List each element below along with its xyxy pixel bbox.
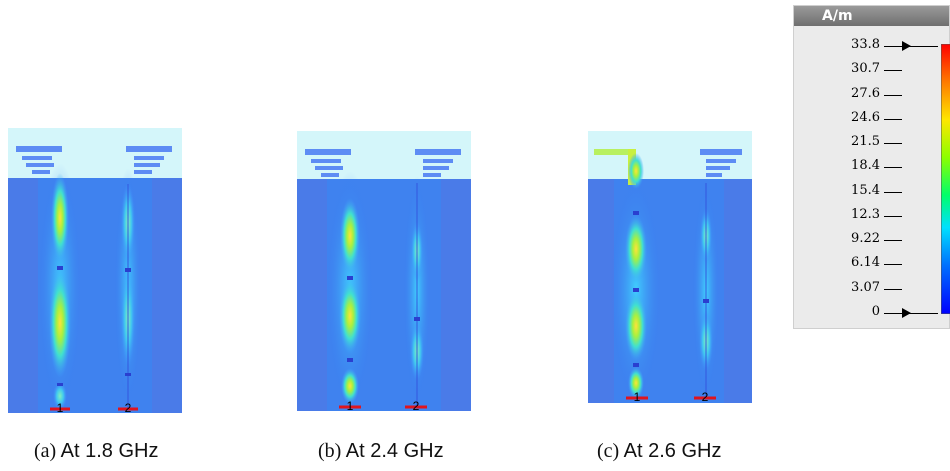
colorbar-tick-mark [884,167,902,169]
colorbar-arrow-icon [902,41,911,51]
caption-a-label: (a) [34,440,57,462]
colorbar-tick-label: 9.22 [851,231,880,247]
colorbar-tick-mark [884,94,902,96]
colorbar-tick-label: 24.6 [851,109,880,125]
legend-unit: A/m [794,6,949,26]
field-plot-a: 1 2 [8,128,182,413]
colorbar-tick-label: 15.4 [851,182,880,198]
field-plot-c: 1 2 [588,131,752,403]
colorbar-tick-mark [884,288,902,290]
port-1-label: 1 [634,390,641,403]
colorbar-legend: A/m 33.8 30.7 27.6 24.6 21.5 18.4 15.4 12.3 9.22… [793,5,950,329]
field-plot-b-svg: 1 2 [297,131,471,411]
colorbar-tick-label: 6.14 [851,255,880,271]
caption-a: (a) At 1.8 GHz [34,440,158,463]
caption-b: (b) At 2.4 GHz [318,440,444,463]
colorbar-tick-mark [884,240,902,242]
port-1-label: 1 [347,399,354,411]
caption-c: (c) At 2.6 GHz [597,440,721,463]
port-2-label: 2 [702,390,709,403]
port-1-label: 1 [57,401,64,413]
caption-c-label: (c) [597,440,620,462]
colorbar-arrow-icon [902,308,911,318]
colorbar-tick-label: 12.3 [851,206,880,222]
colorbar-tick-mark [884,215,902,217]
colorbar-tick-label: 30.7 [851,61,880,77]
caption-a-title: At 1.8 GHz [60,440,159,462]
colorbar-tick-mark [884,313,938,314]
field-plot-c-svg: 1 2 [588,131,752,403]
caption-b-title: At 2.4 GHz [345,440,444,462]
port-2-label: 2 [413,399,420,411]
colorbar-tick-label: 27.6 [851,85,880,101]
field-plot-b: 1 2 [297,131,471,411]
colorbar-tick-mark [884,264,902,266]
colorbar-tick-label: 3.07 [851,279,880,295]
caption-b-label: (b) [318,440,342,462]
colorbar-tick-label: 33.8 [851,37,880,52]
field-plot-a-svg: 1 2 [8,128,182,413]
colorbar-tick-label: 0 [871,304,880,319]
colorbar-tick-label: 21.5 [851,134,880,150]
colorbar-tick-mark [884,118,902,120]
colorbar-tick-mark [884,191,902,193]
colorbar [941,44,950,314]
caption-c-title: At 2.6 GHz [623,440,722,462]
colorbar-tick-label: 18.4 [851,158,880,174]
colorbar-tick-mark [884,70,902,72]
port-2-label: 2 [125,401,132,413]
colorbar-tick-mark [884,46,938,47]
colorbar-tick-mark [884,143,902,145]
